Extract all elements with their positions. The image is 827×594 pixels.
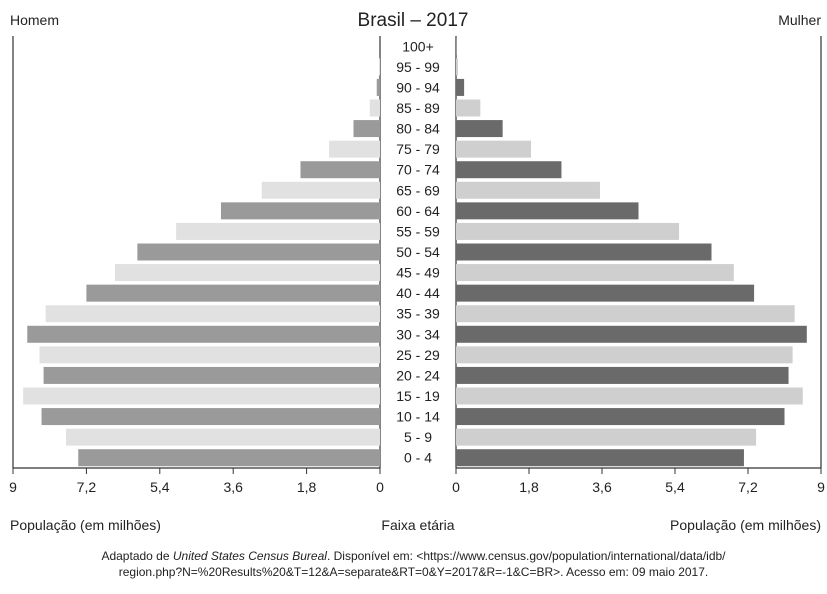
x-tick-label-right: 9: [817, 479, 825, 495]
x-tick-label-left: 7,2: [77, 479, 97, 495]
age-group-label: 45 - 49: [396, 265, 440, 281]
x-tick-label-left: 3,6: [223, 479, 243, 495]
x-tick-label-left: 5,4: [150, 479, 170, 495]
bar-homem: [329, 140, 380, 158]
left-panel-label: Homem: [10, 12, 59, 28]
bar-homem: [23, 387, 380, 405]
age-group-label: 20 - 24: [396, 367, 440, 383]
bar-homem: [379, 58, 380, 76]
bar-mulher: [456, 387, 803, 405]
age-group-label: 40 - 44: [396, 285, 440, 301]
age-group-label: 50 - 54: [396, 244, 440, 260]
source-line-2: region.php?N=%20Results%20&T=12&A=separa…: [118, 565, 709, 579]
bar-mulher: [456, 284, 755, 302]
age-group-label: 80 - 84: [396, 121, 440, 137]
bar-homem: [261, 181, 380, 199]
bar-homem: [27, 325, 381, 343]
bar-mulher: [456, 366, 789, 384]
bar-homem: [114, 264, 380, 282]
bar-mulher: [456, 449, 744, 467]
bar-mulher: [456, 140, 532, 158]
bar-homem: [39, 346, 380, 364]
bar-homem: [86, 284, 381, 302]
age-group-label: 30 - 34: [396, 326, 440, 342]
bar-mulher: [456, 264, 734, 282]
x-tick-label-left: 9: [9, 479, 17, 495]
age-group-label: 70 - 74: [396, 162, 440, 178]
bar-homem: [41, 408, 381, 426]
age-group-label: 0 - 4: [404, 450, 432, 466]
bar-homem: [176, 222, 380, 240]
right-panel-label: Mulher: [778, 12, 821, 28]
bar-mulher: [456, 325, 807, 343]
bar-mulher: [456, 161, 562, 179]
bar-homem: [220, 202, 380, 220]
center-axis-title: Faixa etária: [381, 517, 454, 533]
age-group-label: 25 - 29: [396, 347, 440, 363]
x-tick-label-right: 3,6: [592, 479, 612, 495]
age-group-label: 90 - 94: [396, 79, 440, 95]
age-group-label: 15 - 19: [396, 388, 440, 404]
age-group-label: 10 - 14: [396, 409, 440, 425]
age-group-label: 35 - 39: [396, 306, 440, 322]
x-tick-label-left: 0: [376, 479, 384, 495]
bar-mulher: [456, 243, 712, 261]
bar-homem: [43, 366, 380, 384]
chart-title: Brasil – 2017: [358, 10, 469, 31]
bar-mulher: [456, 99, 481, 117]
x-tick-label-right: 1,8: [519, 479, 539, 495]
x-tick-label-right: 5,4: [665, 479, 685, 495]
bar-mulher: [456, 305, 795, 323]
x-tick-label-right: 7,2: [738, 479, 758, 495]
age-group-label: 85 - 89: [396, 100, 440, 116]
age-group-label: 95 - 99: [396, 59, 440, 75]
bar-mulher: [456, 222, 680, 240]
bar-homem: [66, 428, 380, 446]
age-group-label: 100+: [402, 38, 434, 54]
x-tick-label-left: 1,8: [297, 479, 317, 495]
bar-mulher: [456, 346, 793, 364]
bar-homem: [376, 78, 380, 96]
bar-mulher: [456, 58, 459, 76]
bar-mulher: [456, 78, 465, 96]
source-emphasis: United States Census Bureal: [172, 549, 327, 563]
bar-homem: [369, 99, 380, 117]
bar-homem: [78, 449, 380, 467]
bar-mulher: [456, 120, 503, 138]
bar-mulher: [456, 202, 639, 220]
bar-homem: [45, 305, 380, 323]
age-group-label: 60 - 64: [396, 203, 440, 219]
bar-mulher: [456, 408, 785, 426]
x-tick-label-right: 0: [452, 479, 460, 495]
age-group-label: 55 - 59: [396, 223, 440, 239]
bar-mulher: [456, 181, 600, 199]
bar-mulher: [456, 428, 757, 446]
age-group-label: 5 - 9: [404, 429, 432, 445]
bar-homem: [300, 161, 380, 179]
x-axis-title-right: População (em milhões): [670, 517, 821, 533]
age-group-label: 65 - 69: [396, 182, 440, 198]
x-axis-title-left: População (em milhões): [10, 517, 161, 533]
bar-homem: [137, 243, 380, 261]
source-line-1: Adaptado de United States Census Bureal.…: [101, 549, 726, 563]
bar-homem: [353, 120, 380, 138]
age-group-label: 75 - 79: [396, 141, 440, 157]
